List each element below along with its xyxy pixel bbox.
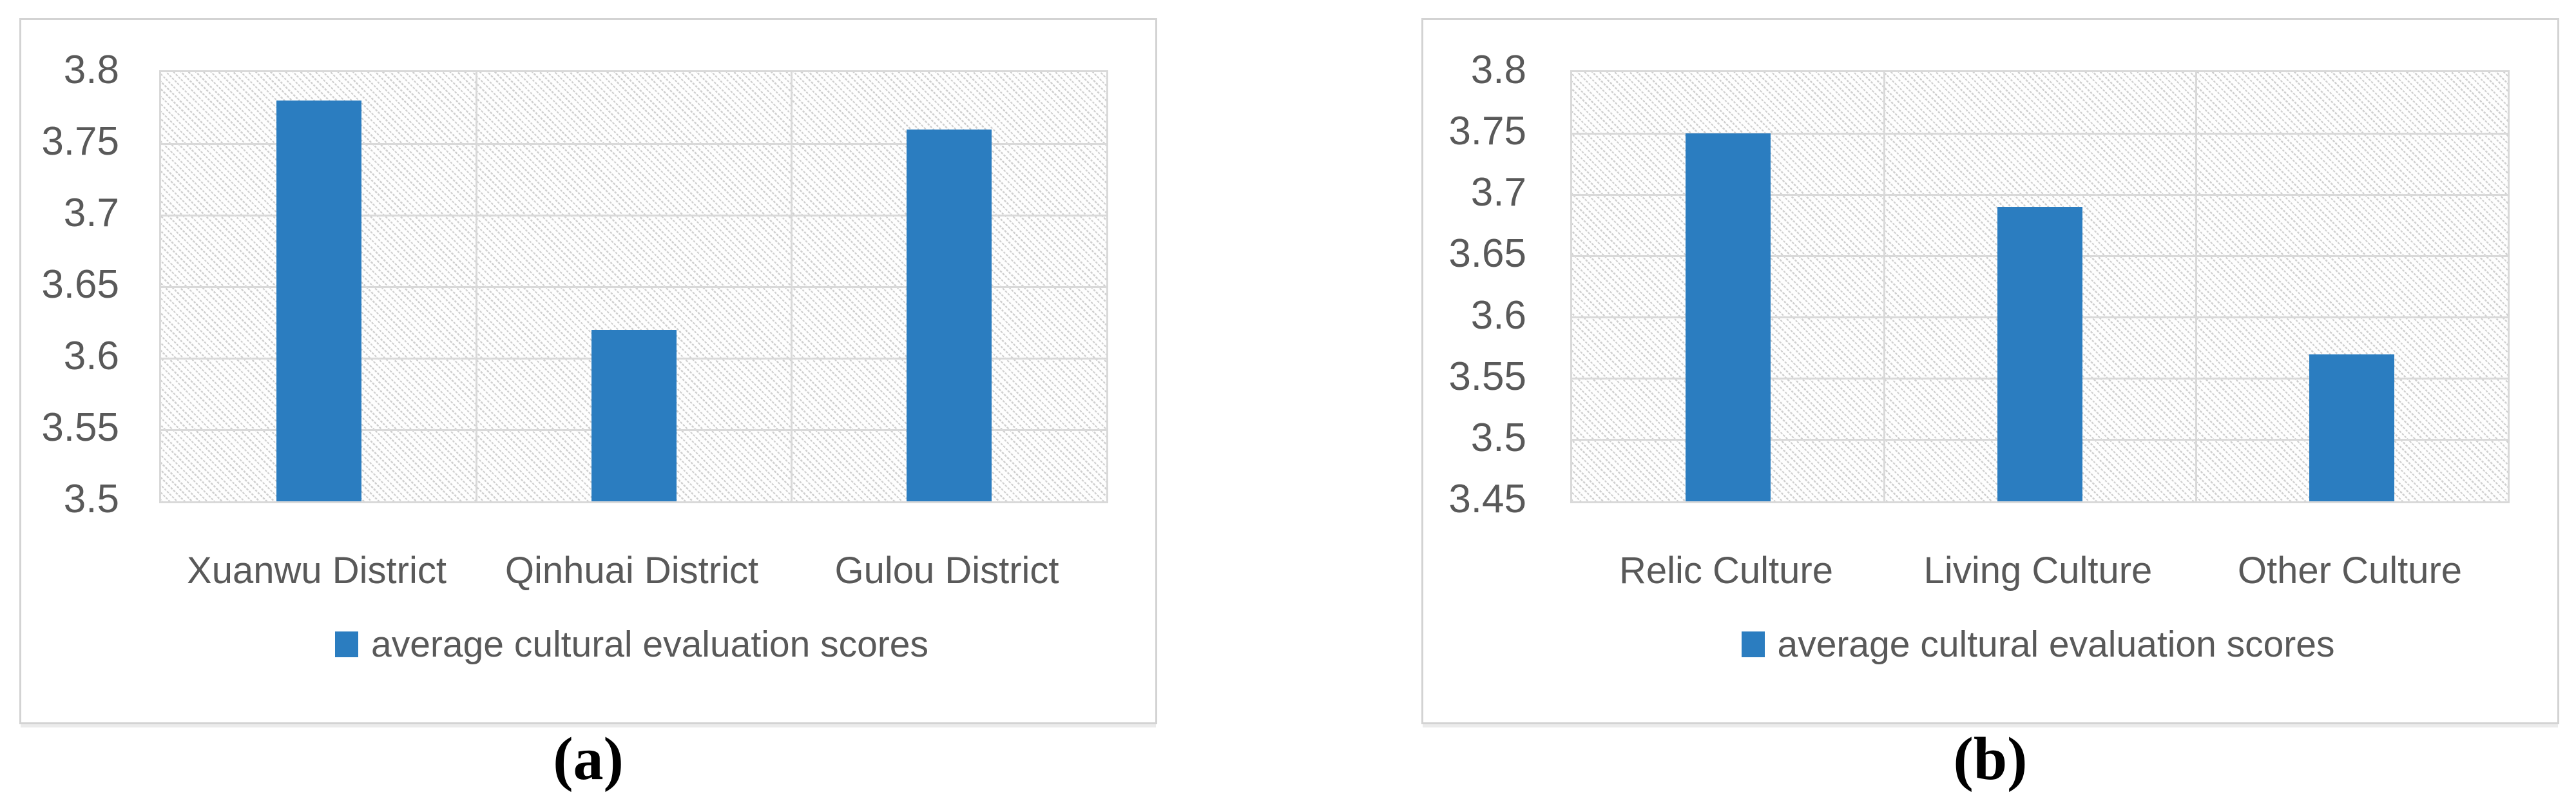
y-axis-tick-labels: 3.8 3.75 3.7 3.65 3.6 3.55 3.5 3.45 [1423, 20, 1526, 722]
y-tick-label: 3.65 [41, 262, 119, 307]
y-tick-label: 3.8 [63, 48, 119, 92]
y-tick-label: 3.6 [1470, 293, 1526, 338]
bar-living-culture [1997, 207, 2082, 501]
y-tick-label: 3.6 [63, 334, 119, 378]
legend-label: average cultural evaluation scores [371, 624, 928, 665]
horizontal-gridline [161, 214, 1106, 217]
plot-area [159, 70, 1108, 503]
vertical-gridline [1883, 72, 1885, 501]
subfigure-caption-a: (a) [553, 726, 624, 793]
vertical-gridline [475, 72, 477, 501]
x-category-label-xuanwu-district: Xuanwu District [187, 550, 447, 592]
legend: average cultural evaluation scores [1570, 624, 2506, 665]
y-tick-label: 3.45 [1448, 477, 1526, 521]
y-tick-label: 3.55 [1448, 354, 1526, 399]
y-tick-label: 3.55 [41, 405, 119, 450]
vertical-gridline [790, 72, 793, 501]
horizontal-gridline [161, 142, 1106, 145]
legend-swatch-icon [1741, 631, 1765, 658]
bar-xuanwu-district [276, 101, 361, 501]
horizontal-gridline [1572, 132, 2508, 135]
subfigure-caption-b: (b) [1953, 726, 2028, 793]
x-category-label-gulou-district: Gulou District [834, 550, 1059, 592]
y-tick-label: 3.75 [41, 119, 119, 164]
y-tick-label: 3.5 [1470, 415, 1526, 460]
y-tick-label: 3.65 [1448, 231, 1526, 276]
y-tick-label: 3.75 [1448, 109, 1526, 154]
horizontal-gridline [161, 285, 1106, 288]
legend-label: average cultural evaluation scores [1777, 624, 2335, 665]
y-tick-label: 3.5 [63, 477, 119, 521]
chart-panel-b: 3.8 3.75 3.7 3.65 3.6 3.55 3.5 3.45 Relic Cultu… [1421, 18, 2559, 724]
horizontal-gridline [1572, 193, 2508, 196]
bar-qinhuai-district [591, 329, 677, 501]
legend-swatch-icon [335, 631, 358, 658]
chart-panel-a: 3.8 3.75 3.7 3.65 3.6 3.55 3.5 Xuanwu District… [19, 18, 1157, 724]
bar-other-culture [2309, 354, 2394, 501]
x-axis-category-labels: Relic Culture Living Culture Other Culture [1570, 548, 2506, 593]
x-category-label-other-culture: Other Culture [2237, 550, 2463, 592]
y-tick-label: 3.8 [1470, 48, 1526, 92]
x-category-label-living-culture: Living Culture [1923, 550, 2153, 592]
x-category-label-qinhuai-district: Qinhuai District [505, 550, 759, 592]
y-axis-tick-labels: 3.8 3.75 3.7 3.65 3.6 3.55 3.5 [21, 20, 119, 722]
y-tick-label: 3.7 [63, 191, 119, 235]
bar-gulou-district [906, 129, 992, 501]
vertical-gridline [2195, 72, 2197, 501]
x-axis-category-labels: Xuanwu District Qinhuai District Gulou Dis… [159, 548, 1104, 593]
bar-relic-culture [1686, 133, 1771, 501]
plot-area [1570, 70, 2510, 503]
legend: average cultural evaluation scores [159, 624, 1104, 665]
y-tick-label: 3.7 [1470, 170, 1526, 215]
x-category-label-relic-culture: Relic Culture [1619, 550, 1833, 592]
